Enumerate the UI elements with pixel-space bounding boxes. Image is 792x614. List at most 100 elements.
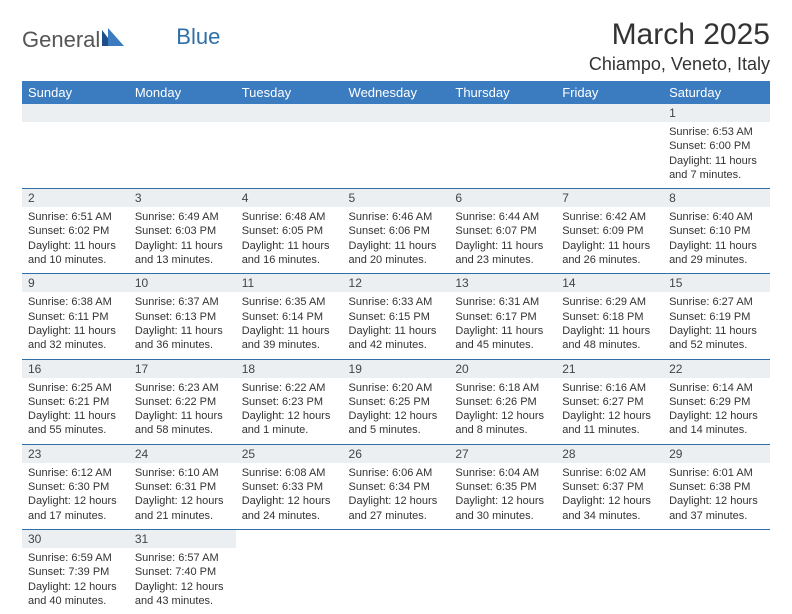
day-line: Sunset: 6:09 PM: [562, 224, 657, 238]
day-number-cell: 8: [663, 189, 770, 208]
day-header: Monday: [129, 81, 236, 104]
day-line: and 27 minutes.: [349, 509, 444, 523]
day-number-cell: 26: [343, 444, 450, 463]
day-number-cell: 9: [22, 274, 129, 293]
day-line: Sunrise: 6:01 AM: [669, 466, 764, 480]
day-content-cell: [22, 122, 129, 189]
day-line: Sunset: 6:17 PM: [455, 310, 550, 324]
day-line: Sunrise: 6:37 AM: [135, 295, 230, 309]
day-line: Daylight: 12 hours: [562, 494, 657, 508]
day-number-cell: 11: [236, 274, 343, 293]
day-line: and 5 minutes.: [349, 423, 444, 437]
day-content-cell: Sunrise: 6:37 AMSunset: 6:13 PMDaylight:…: [129, 292, 236, 359]
day-line: Sunrise: 6:16 AM: [562, 381, 657, 395]
day-line: Sunrise: 6:57 AM: [135, 551, 230, 565]
day-line: and 26 minutes.: [562, 253, 657, 267]
day-line: Sunrise: 6:49 AM: [135, 210, 230, 224]
day-line: Daylight: 12 hours: [562, 409, 657, 423]
day-line: Sunrise: 6:10 AM: [135, 466, 230, 480]
day-header: Tuesday: [236, 81, 343, 104]
day-line: Sunset: 6:19 PM: [669, 310, 764, 324]
day-number-cell: [343, 529, 450, 548]
day-content-cell: [556, 122, 663, 189]
day-line: Daylight: 12 hours: [669, 409, 764, 423]
day-line: and 10 minutes.: [28, 253, 123, 267]
day-line: and 7 minutes.: [669, 168, 764, 182]
day-content-cell: [236, 548, 343, 614]
day-line: and 8 minutes.: [455, 423, 550, 437]
day-content-cell: [343, 122, 450, 189]
day-line: Sunset: 6:25 PM: [349, 395, 444, 409]
day-line: Sunset: 6:18 PM: [562, 310, 657, 324]
day-line: Sunset: 6:29 PM: [669, 395, 764, 409]
day-line: Sunrise: 6:06 AM: [349, 466, 444, 480]
day-number-cell: 6: [449, 189, 556, 208]
brand-part1: General: [22, 27, 100, 53]
day-content-cell: Sunrise: 6:23 AMSunset: 6:22 PMDaylight:…: [129, 378, 236, 445]
day-content-cell: Sunrise: 6:10 AMSunset: 6:31 PMDaylight:…: [129, 463, 236, 530]
day-content-cell: Sunrise: 6:04 AMSunset: 6:35 PMDaylight:…: [449, 463, 556, 530]
day-line: Sunset: 6:38 PM: [669, 480, 764, 494]
day-number-cell: 17: [129, 359, 236, 378]
day-content-cell: Sunrise: 6:06 AMSunset: 6:34 PMDaylight:…: [343, 463, 450, 530]
day-number-cell: 24: [129, 444, 236, 463]
day-line: Daylight: 11 hours: [455, 239, 550, 253]
day-line: Sunrise: 6:25 AM: [28, 381, 123, 395]
day-content-cell: [663, 548, 770, 614]
day-line: Daylight: 11 hours: [669, 239, 764, 253]
day-number-cell: 29: [663, 444, 770, 463]
day-line: Daylight: 11 hours: [135, 324, 230, 338]
day-line: Sunset: 6:31 PM: [135, 480, 230, 494]
day-line: and 13 minutes.: [135, 253, 230, 267]
day-number-cell: 14: [556, 274, 663, 293]
day-line: Sunrise: 6:51 AM: [28, 210, 123, 224]
day-line: Daylight: 12 hours: [135, 494, 230, 508]
day-line: Sunrise: 6:27 AM: [669, 295, 764, 309]
day-line: Daylight: 12 hours: [242, 409, 337, 423]
day-content-cell: Sunrise: 6:48 AMSunset: 6:05 PMDaylight:…: [236, 207, 343, 274]
day-line: Sunrise: 6:29 AM: [562, 295, 657, 309]
day-line: Daylight: 11 hours: [242, 324, 337, 338]
day-content-cell: Sunrise: 6:59 AMSunset: 7:39 PMDaylight:…: [22, 548, 129, 614]
day-content-cell: [449, 548, 556, 614]
day-line: Sunset: 6:37 PM: [562, 480, 657, 494]
day-number-cell: [663, 529, 770, 548]
title-block: March 2025 Chiampo, Veneto, Italy: [589, 18, 770, 75]
day-number-cell: [22, 104, 129, 122]
day-header: Thursday: [449, 81, 556, 104]
day-line: Sunset: 6:22 PM: [135, 395, 230, 409]
day-line: and 16 minutes.: [242, 253, 337, 267]
day-number-cell: 21: [556, 359, 663, 378]
day-line: and 1 minute.: [242, 423, 337, 437]
day-line: Sunrise: 6:38 AM: [28, 295, 123, 309]
day-number-cell: 10: [129, 274, 236, 293]
day-line: Sunset: 6:35 PM: [455, 480, 550, 494]
day-number-cell: 4: [236, 189, 343, 208]
day-line: Sunrise: 6:48 AM: [242, 210, 337, 224]
day-header: Saturday: [663, 81, 770, 104]
day-line: Daylight: 11 hours: [135, 409, 230, 423]
day-line: Sunset: 6:21 PM: [28, 395, 123, 409]
day-content-cell: Sunrise: 6:14 AMSunset: 6:29 PMDaylight:…: [663, 378, 770, 445]
day-number-cell: 25: [236, 444, 343, 463]
day-line: Sunrise: 6:14 AM: [669, 381, 764, 395]
day-content-cell: Sunrise: 6:31 AMSunset: 6:17 PMDaylight:…: [449, 292, 556, 359]
day-line: Daylight: 11 hours: [562, 239, 657, 253]
day-content-cell: Sunrise: 6:12 AMSunset: 6:30 PMDaylight:…: [22, 463, 129, 530]
day-line: Sunset: 6:05 PM: [242, 224, 337, 238]
day-line: Daylight: 11 hours: [28, 409, 123, 423]
day-line: Daylight: 12 hours: [455, 409, 550, 423]
day-number-cell: 23: [22, 444, 129, 463]
day-number-cell: [236, 104, 343, 122]
day-line: Sunrise: 6:44 AM: [455, 210, 550, 224]
day-content-cell: [129, 122, 236, 189]
day-number-cell: 18: [236, 359, 343, 378]
day-line: and 20 minutes.: [349, 253, 444, 267]
day-number-cell: [449, 529, 556, 548]
day-line: Sunset: 6:26 PM: [455, 395, 550, 409]
day-content-cell: Sunrise: 6:57 AMSunset: 7:40 PMDaylight:…: [129, 548, 236, 614]
day-content-cell: Sunrise: 6:22 AMSunset: 6:23 PMDaylight:…: [236, 378, 343, 445]
day-number-cell: [556, 529, 663, 548]
day-content-cell: Sunrise: 6:18 AMSunset: 6:26 PMDaylight:…: [449, 378, 556, 445]
month-title: March 2025: [589, 18, 770, 52]
